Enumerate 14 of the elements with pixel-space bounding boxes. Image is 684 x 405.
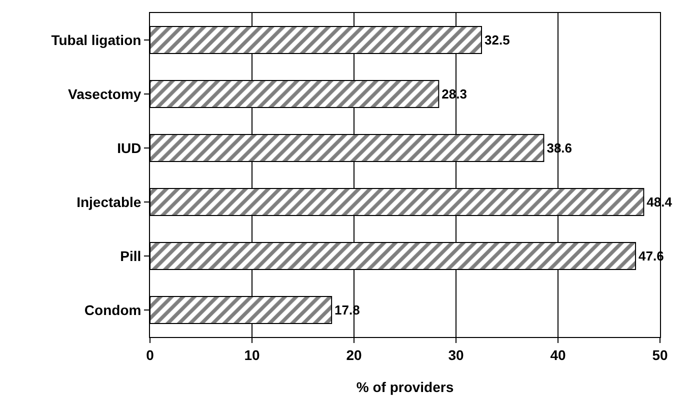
x-tick-label: 50	[652, 346, 668, 363]
y-tick-label: IUD	[117, 140, 142, 156]
y-tick-label: Vasectomy	[68, 86, 142, 102]
y-tick-label: Injectable	[76, 194, 142, 210]
data-label: 32.5	[484, 32, 510, 48]
x-tick-label: 20	[346, 346, 362, 363]
y-tick-label: Condom	[84, 302, 142, 318]
x-axis-title: % of providers	[356, 379, 454, 396]
x-tick-label: 10	[244, 346, 260, 363]
x-tick-label: 40	[550, 346, 566, 363]
x-tick-label: 0	[146, 346, 154, 363]
x-tick-label: 30	[448, 346, 464, 363]
y-tick-label: Pill	[120, 248, 142, 264]
y-tick-label: Tubal ligation	[51, 32, 142, 48]
